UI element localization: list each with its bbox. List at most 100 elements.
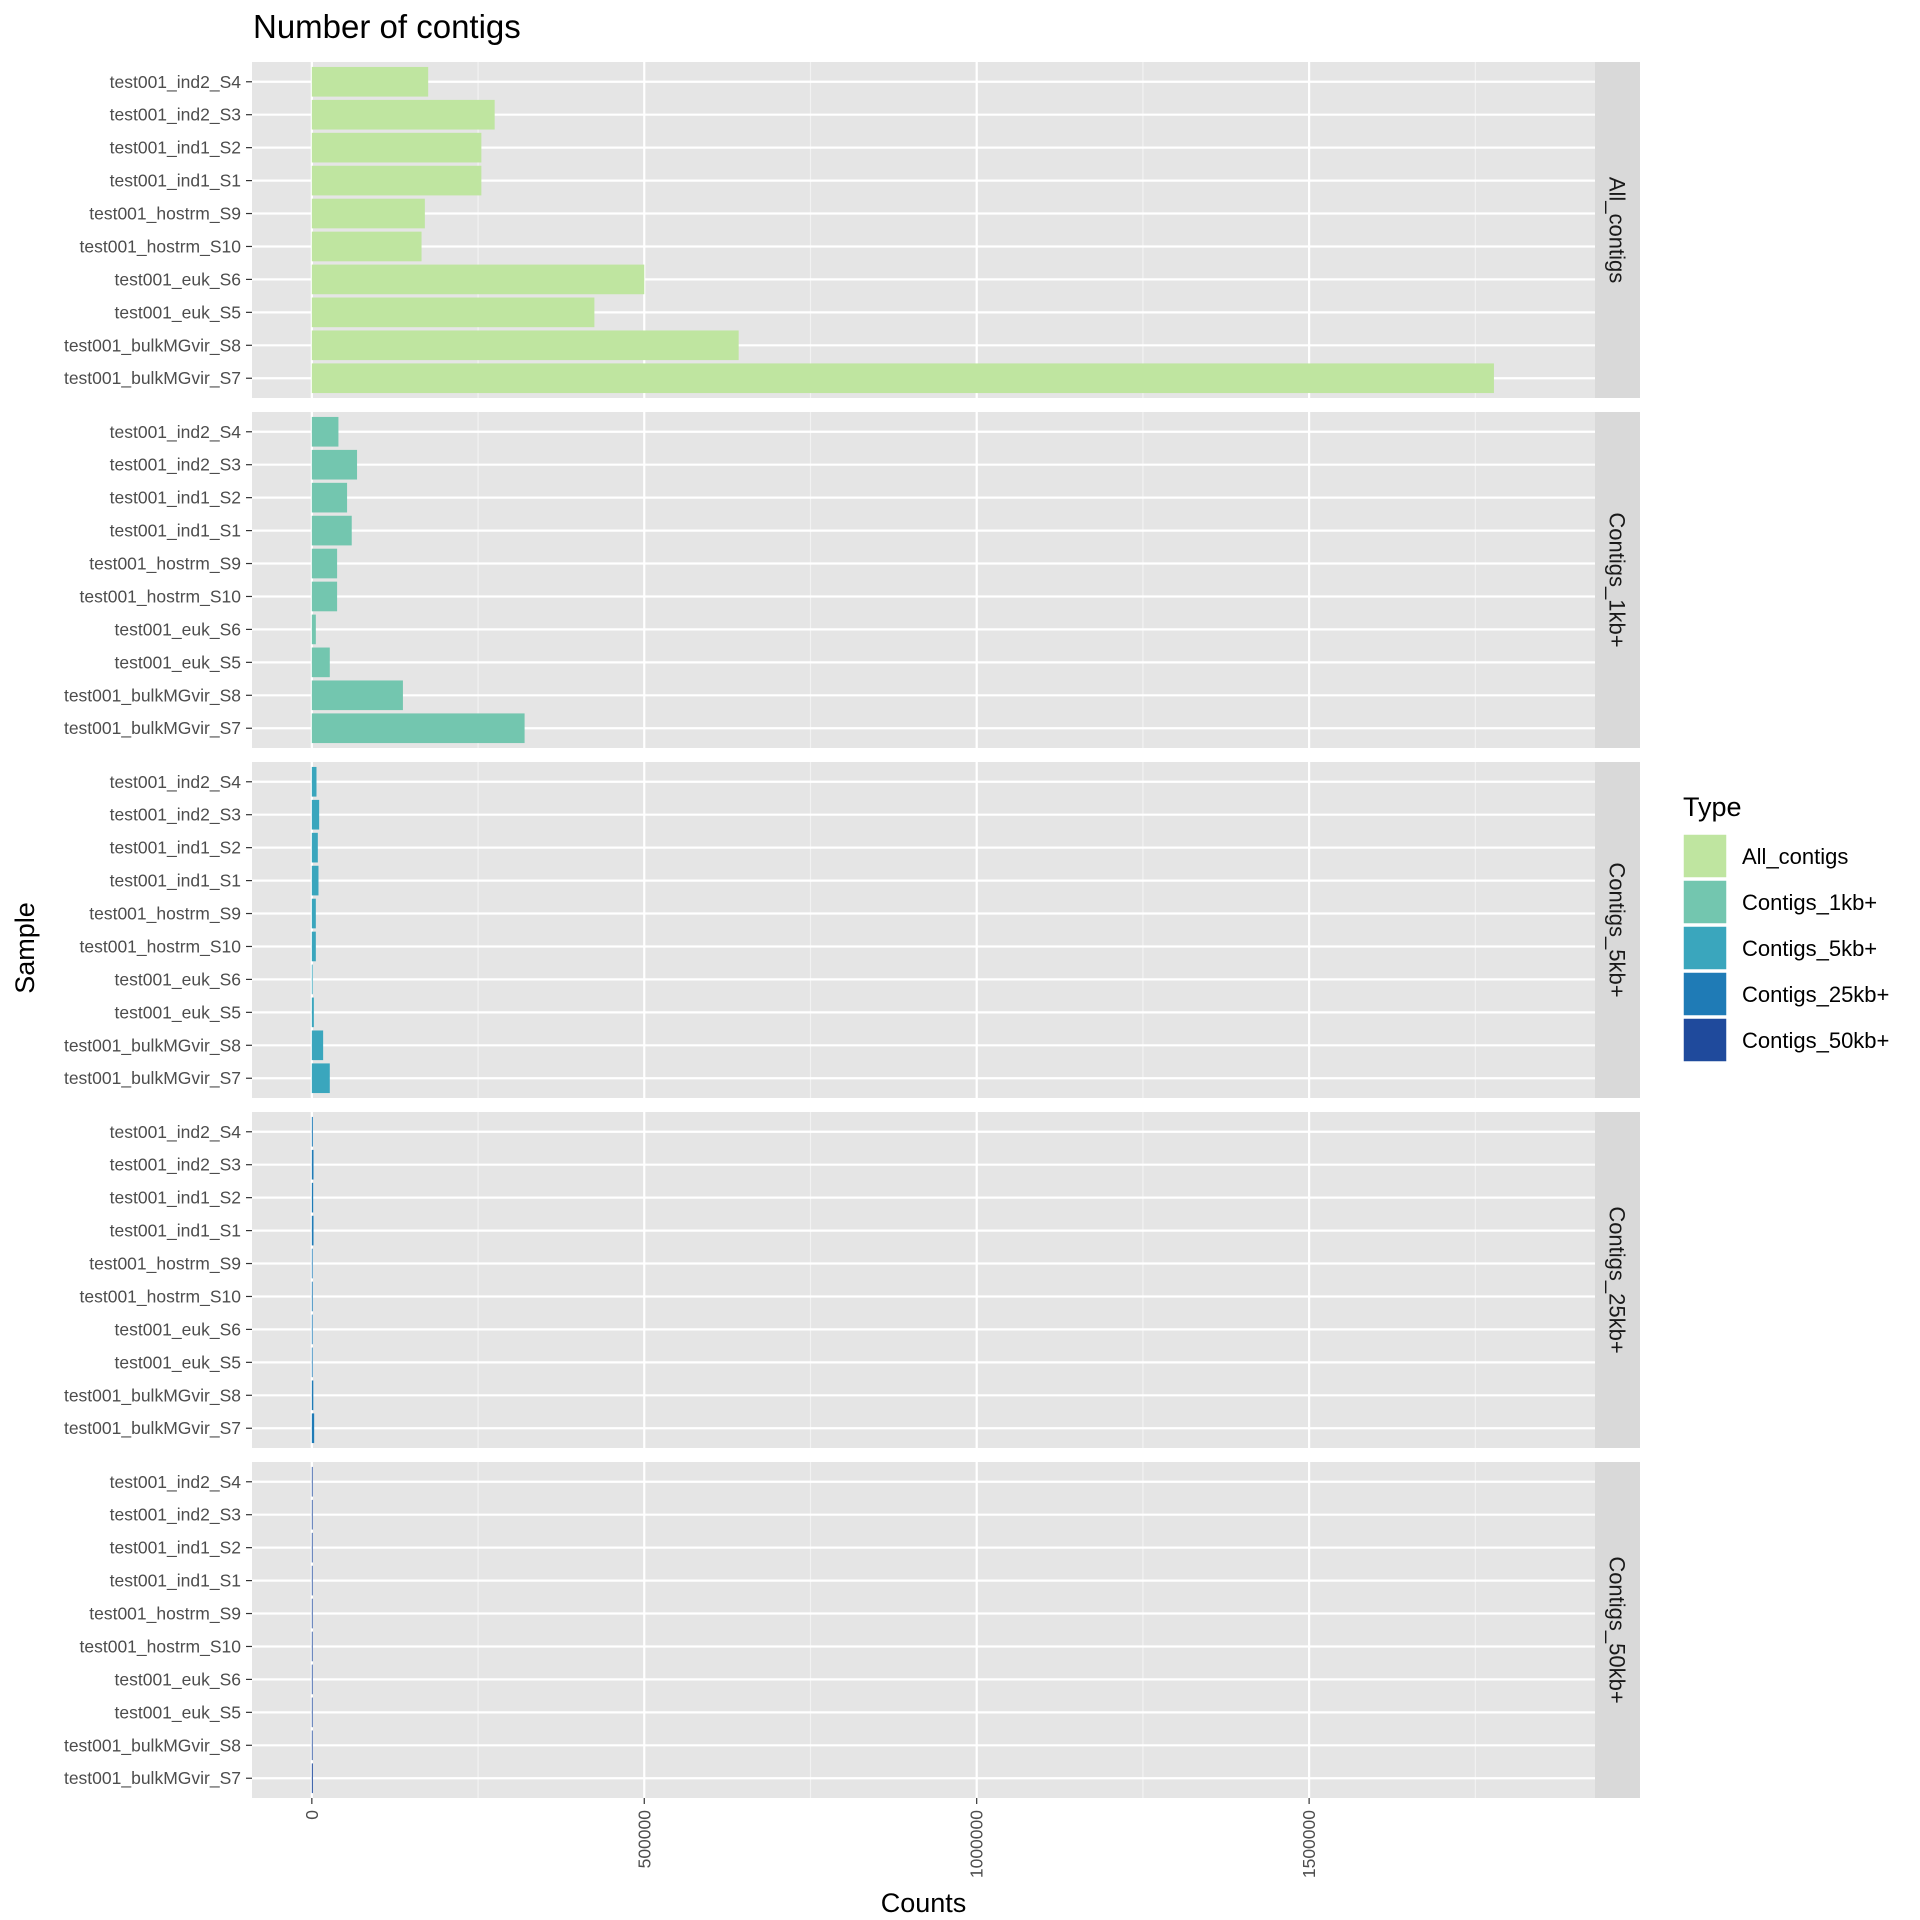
legend-item-all-contigs: All_contigs bbox=[1682, 833, 1848, 879]
y-tick-label: test001_ind1_S2 bbox=[110, 488, 241, 509]
bar-contigs-5kb-test001-ind2-s3 bbox=[311, 799, 320, 830]
bar-contigs-5kb-test001-bulkmgvir-s8 bbox=[311, 1030, 324, 1061]
y-tick-label: test001_hostrm_S9 bbox=[89, 554, 241, 575]
y-tick-label: test001_ind2_S4 bbox=[110, 1122, 242, 1143]
y-tick-label: test001_ind2_S4 bbox=[110, 1472, 242, 1493]
y-tick-label: test001_euk_S5 bbox=[115, 652, 242, 673]
y-tick-label: test001_bulkMGvir_S7 bbox=[64, 368, 241, 389]
bar-contigs-5kb-test001-hostrm-s10 bbox=[311, 931, 316, 962]
panel-all-contigs: test001_ind2_S4 test001_ind2_S3 test001_in… bbox=[64, 62, 1640, 398]
legend-label: Contigs_25kb+ bbox=[1742, 982, 1889, 1007]
bar-contigs-50kb-test001-hostrm-s9 bbox=[311, 1598, 313, 1629]
bar-contigs-5kb-test001-euk-s6 bbox=[311, 964, 313, 995]
chart-panels: test001_ind2_S4 test001_ind2_S3 test001_in… bbox=[64, 62, 1640, 1798]
y-tick-label: test001_bulkMGvir_S7 bbox=[64, 1418, 241, 1439]
y-tick-label: test001_euk_S6 bbox=[115, 969, 242, 990]
bar-contigs-1kb-test001-ind2-s3 bbox=[311, 449, 358, 480]
bar-contigs-50kb-test001-ind1-s1 bbox=[311, 1565, 313, 1596]
y-tick-label: test001_euk_S6 bbox=[115, 1669, 242, 1690]
bar-contigs-1kb-test001-ind1-s2 bbox=[311, 482, 348, 513]
bar-contigs-1kb-test001-euk-s5 bbox=[311, 647, 330, 678]
bar-all-contigs-test001-ind1-s1 bbox=[311, 165, 482, 196]
bar-contigs-5kb-test001-hostrm-s9 bbox=[311, 898, 316, 929]
panel-background bbox=[252, 1112, 1595, 1448]
panel-contigs-1kb: test001_ind2_S4 test001_ind2_S3 test001_in… bbox=[64, 412, 1640, 748]
chart-title: Number of contigs bbox=[253, 8, 521, 45]
y-tick-label: test001_ind1_S1 bbox=[110, 1571, 241, 1592]
legend-swatch bbox=[1682, 1017, 1728, 1063]
bar-all-contigs-test001-euk-s6 bbox=[311, 264, 645, 295]
bar-contigs-25kb-test001-hostrm-s9 bbox=[311, 1248, 313, 1279]
bar-contigs-25kb-test001-ind2-s3 bbox=[311, 1149, 314, 1180]
y-tick-label: test001_bulkMGvir_S8 bbox=[64, 685, 241, 706]
bar-contigs-5kb-test001-euk-s5 bbox=[311, 997, 314, 1028]
bar-contigs-1kb-test001-bulkmgvir-s7 bbox=[311, 713, 525, 744]
y-tick-label: test001_hostrm_S10 bbox=[80, 586, 242, 607]
bar-contigs-50kb-test001-euk-s5 bbox=[311, 1697, 313, 1728]
y-tick-label: test001_ind1_S2 bbox=[110, 138, 241, 159]
bar-contigs-50kb-test001-bulkmgvir-s7 bbox=[311, 1763, 313, 1794]
y-tick-label: test001_ind1_S2 bbox=[110, 1538, 241, 1559]
bar-contigs-25kb-test001-euk-s5 bbox=[311, 1347, 313, 1378]
panel-background bbox=[252, 762, 1595, 1098]
y-tick-label: test001_euk_S5 bbox=[115, 1352, 242, 1373]
legend-item-contigs-25kb: Contigs_25kb+ bbox=[1682, 971, 1889, 1017]
y-tick-label: test001_ind2_S4 bbox=[110, 72, 242, 93]
y-tick-label: test001_bulkMGvir_S8 bbox=[64, 335, 241, 356]
panel-background bbox=[252, 1462, 1595, 1798]
y-tick-label: test001_hostrm_S10 bbox=[80, 1636, 242, 1657]
bar-contigs-50kb-test001-hostrm-s10 bbox=[311, 1631, 313, 1662]
y-tick-label: test001_ind1_S2 bbox=[110, 1188, 241, 1209]
y-tick-label: test001_hostrm_S10 bbox=[80, 1286, 242, 1307]
y-tick-label: test001_ind1_S1 bbox=[110, 171, 241, 192]
y-tick-label: test001_ind1_S2 bbox=[110, 838, 241, 859]
facet-strip-label: Contigs_25kb+ bbox=[1605, 1206, 1630, 1353]
x-axis: 0 500000 1000000 1500000 bbox=[302, 1798, 1319, 1878]
bar-contigs-5kb-test001-ind1-s1 bbox=[311, 865, 319, 896]
y-tick-label: test001_ind2_S4 bbox=[110, 422, 242, 443]
bar-all-contigs-test001-hostrm-s9 bbox=[311, 198, 425, 229]
bar-contigs-1kb-test001-euk-s6 bbox=[311, 614, 316, 645]
y-tick-label: test001_bulkMGvir_S8 bbox=[64, 1035, 241, 1056]
bar-contigs-5kb-test001-bulkmgvir-s7 bbox=[311, 1063, 330, 1094]
legend-swatch bbox=[1682, 879, 1728, 925]
bar-contigs-25kb-test001-ind1-s1 bbox=[311, 1215, 314, 1246]
legend-label: All_contigs bbox=[1742, 844, 1848, 869]
bar-all-contigs-test001-ind2-s4 bbox=[311, 66, 429, 97]
panel-background bbox=[252, 412, 1595, 748]
bar-contigs-50kb-test001-euk-s6 bbox=[311, 1664, 313, 1695]
y-tick-label: test001_hostrm_S9 bbox=[89, 1604, 241, 1625]
legend-label: Contigs_5kb+ bbox=[1742, 936, 1877, 961]
bar-contigs-25kb-test001-euk-s6 bbox=[311, 1314, 313, 1345]
legend-swatch bbox=[1682, 833, 1728, 879]
y-tick-label: test001_euk_S5 bbox=[115, 1702, 242, 1723]
y-tick-label: test001_ind1_S1 bbox=[110, 521, 241, 542]
y-tick-label: test001_ind1_S1 bbox=[110, 1221, 241, 1242]
facet-strip bbox=[1595, 762, 1640, 1098]
bar-all-contigs-test001-bulkmgvir-s7 bbox=[311, 363, 1494, 394]
facet-strip bbox=[1595, 412, 1640, 748]
bar-contigs-50kb-test001-ind2-s3 bbox=[311, 1499, 313, 1530]
y-tick-label: test001_hostrm_S10 bbox=[80, 236, 242, 257]
y-tick-label: test001_ind2_S3 bbox=[110, 805, 241, 826]
facet-strip-label: All_contigs bbox=[1605, 177, 1630, 283]
bar-contigs-25kb-test001-ind1-s2 bbox=[311, 1182, 314, 1213]
bar-contigs-1kb-test001-hostrm-s9 bbox=[311, 548, 338, 579]
facet-strip bbox=[1595, 62, 1640, 398]
y-tick-label: test001_euk_S5 bbox=[115, 1002, 242, 1023]
facet-strip-label: Contigs_5kb+ bbox=[1605, 862, 1630, 997]
y-tick-label: test001_hostrm_S10 bbox=[80, 936, 242, 957]
legend-label: Contigs_1kb+ bbox=[1742, 890, 1877, 915]
facet-strip-label: Contigs_50kb+ bbox=[1605, 1556, 1630, 1703]
y-tick-label: test001_bulkMGvir_S7 bbox=[64, 718, 241, 739]
x-tick-label: 0 bbox=[302, 1810, 322, 1820]
y-tick-label: test001_euk_S6 bbox=[115, 269, 242, 290]
panel-contigs-25kb: test001_ind2_S4 test001_ind2_S3 test001_in… bbox=[64, 1112, 1640, 1448]
bar-contigs-1kb-test001-hostrm-s10 bbox=[311, 581, 338, 612]
bar-contigs-25kb-test001-hostrm-s10 bbox=[311, 1281, 313, 1312]
y-tick-label: test001_euk_S6 bbox=[115, 619, 242, 640]
legend-title: Type bbox=[1683, 792, 1742, 822]
y-tick-label: test001_hostrm_S9 bbox=[89, 204, 241, 225]
